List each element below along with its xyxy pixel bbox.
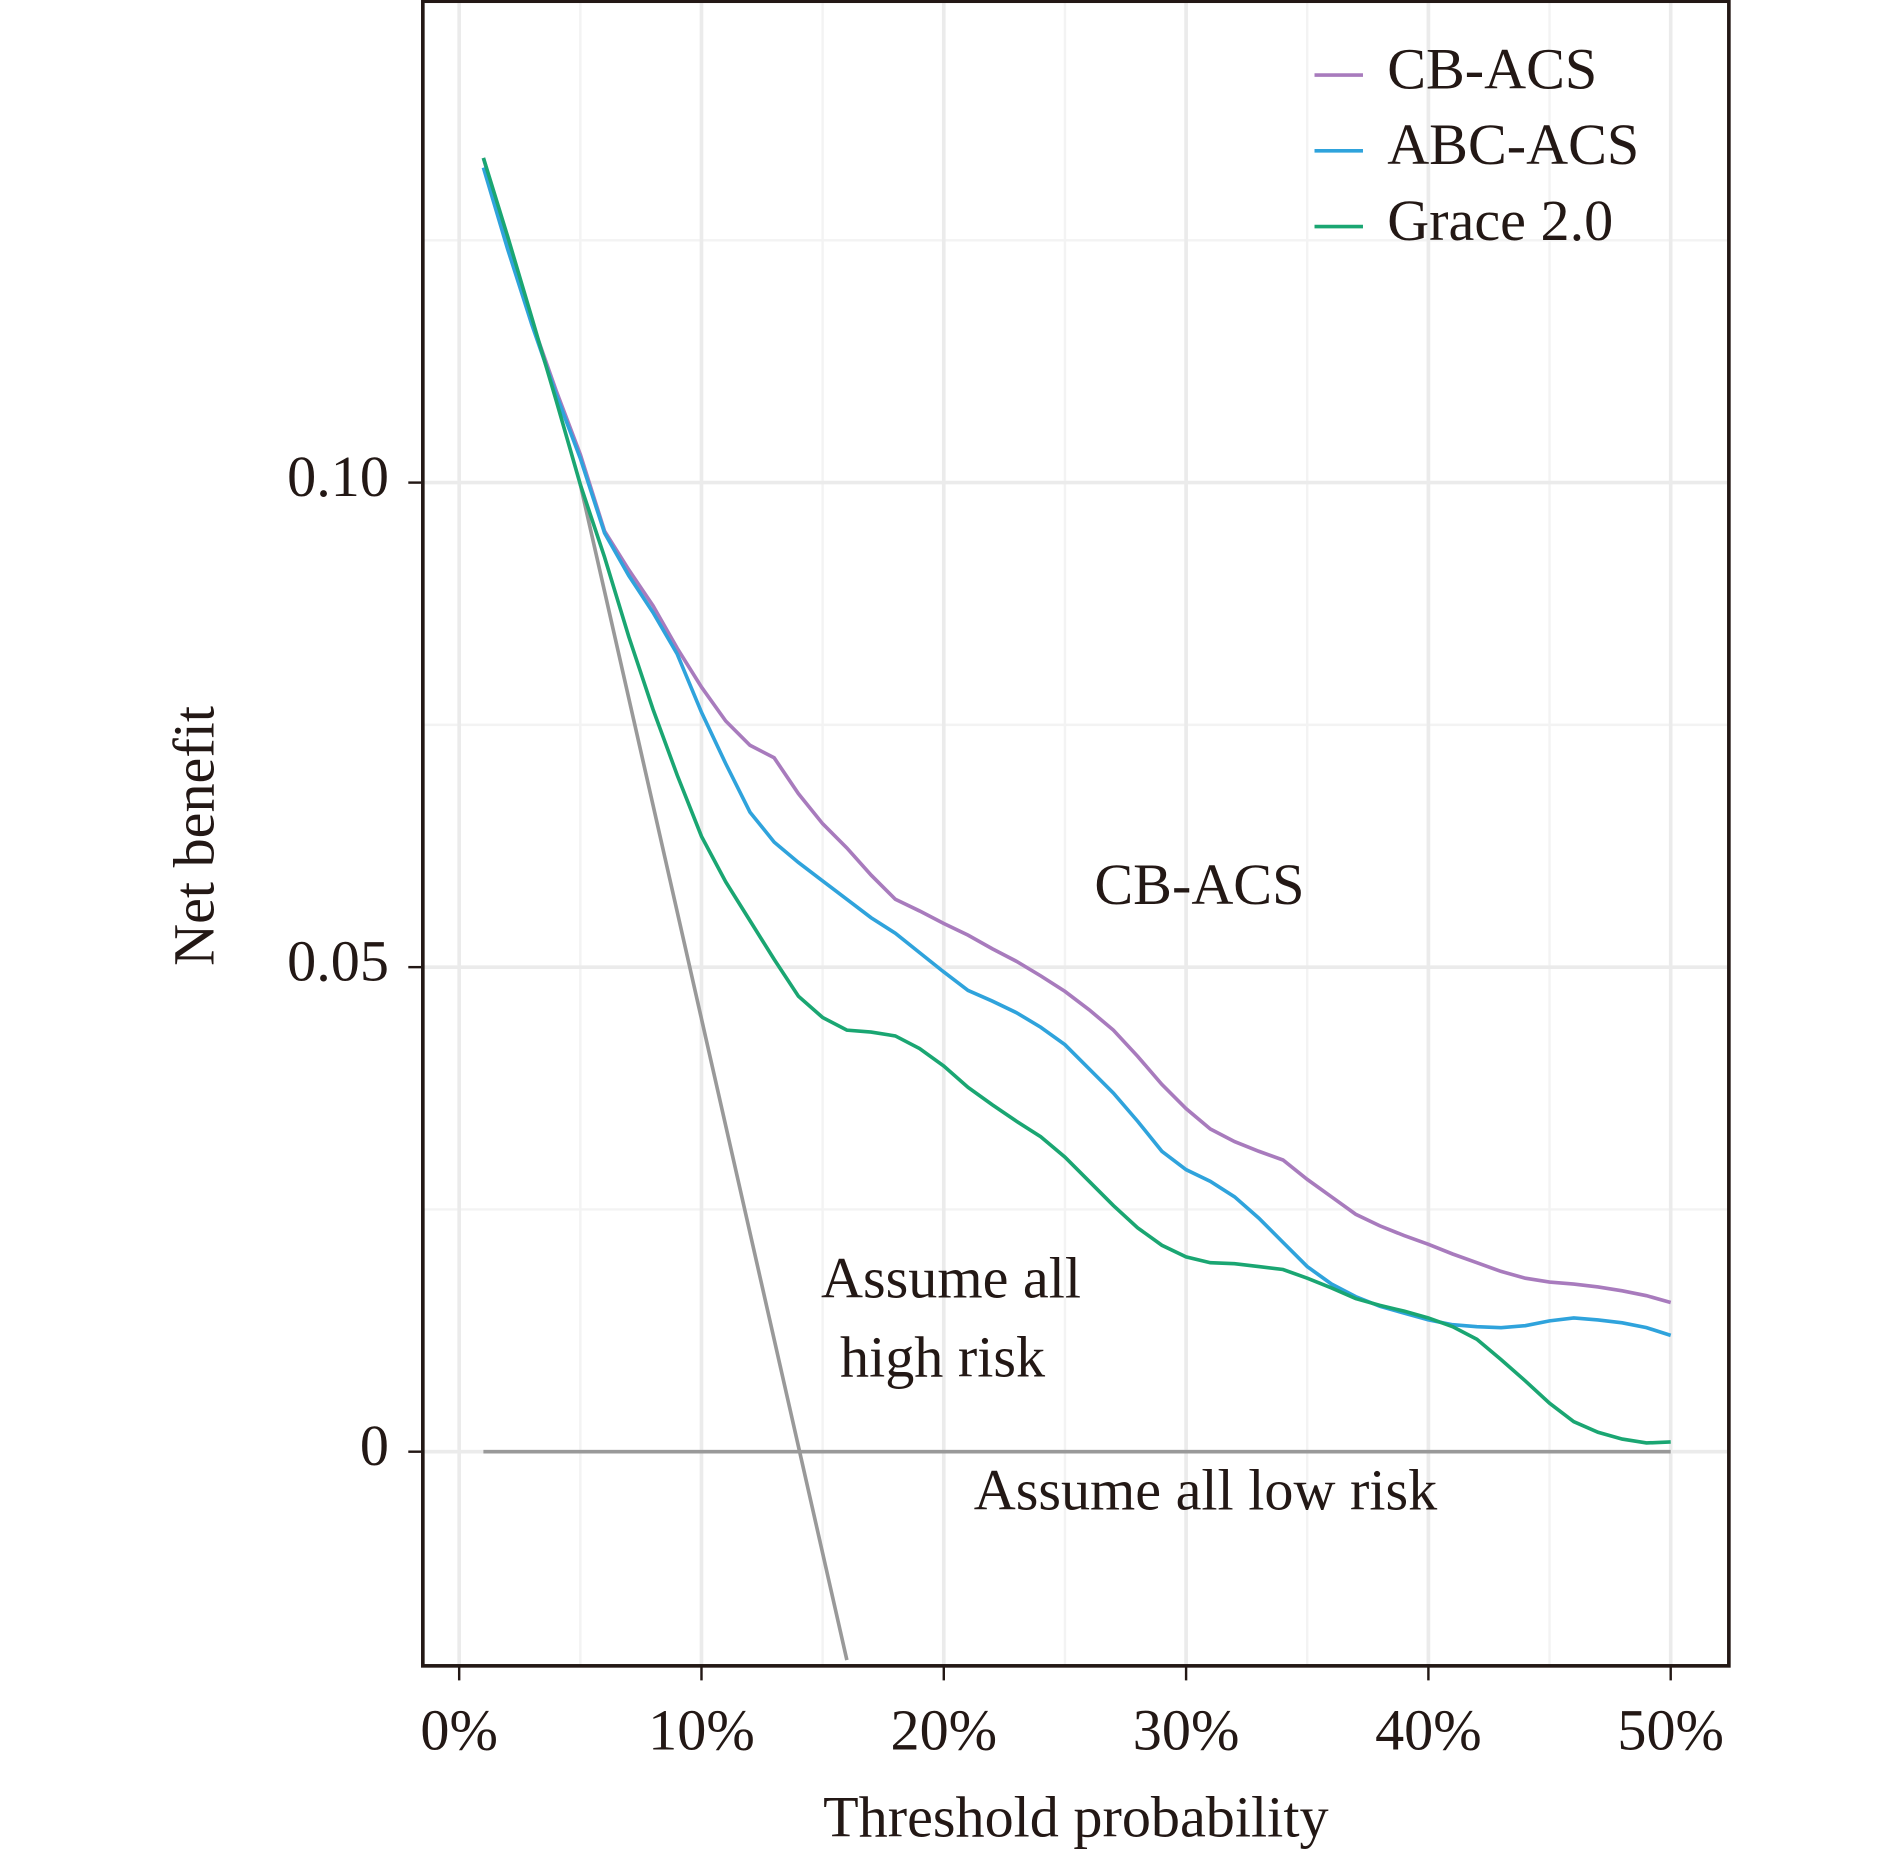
- x-tick-label: 50%: [1617, 1697, 1724, 1762]
- x-tick-label: 40%: [1375, 1697, 1482, 1762]
- x-tick-label: 10%: [648, 1697, 755, 1762]
- y-tick-label: 0.05: [287, 928, 389, 993]
- legend-label: CB-ACS: [1387, 36, 1597, 101]
- x-tick-label: 30%: [1133, 1697, 1240, 1762]
- series-line: [481, 157, 1672, 1305]
- series-line: [481, 157, 1671, 1445]
- x-tick-label: 0%: [420, 1697, 498, 1762]
- x-axis-title: Threshold probability: [823, 1785, 1328, 1850]
- y-tick-label: 0: [360, 1413, 389, 1478]
- legend-label: Grace 2.0: [1387, 188, 1613, 253]
- reference-line: [578, 484, 849, 1661]
- reference-label: high risk: [840, 1324, 1046, 1389]
- series-line: [481, 167, 1672, 1338]
- panel-border: [421, 0, 1731, 1668]
- legend-label: ABC-ACS: [1387, 112, 1639, 177]
- x-tick-label: 20%: [890, 1697, 997, 1762]
- annotation: CB-ACS: [1094, 852, 1304, 917]
- reference-label: Assume all low risk: [974, 1458, 1438, 1523]
- reference-label: Assume all: [821, 1246, 1081, 1311]
- y-axis-title: Net benefit: [161, 706, 226, 966]
- y-tick-label: 0.10: [287, 444, 389, 509]
